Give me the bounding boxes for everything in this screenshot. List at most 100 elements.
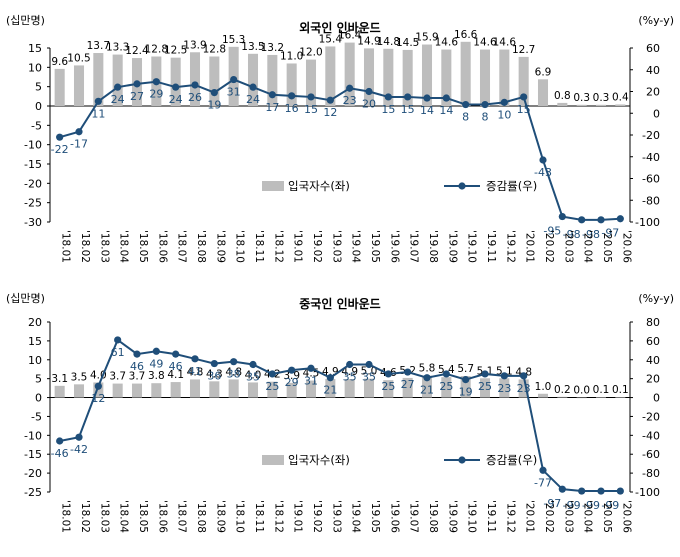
growth-rate-point (114, 336, 122, 344)
category-label: '19.04 (350, 230, 362, 263)
growth-rate-point (268, 370, 276, 378)
legend-bar-label: 입국자수(좌) (288, 453, 350, 467)
bar-label: 5.7 (457, 363, 474, 375)
line-label: 25 (439, 380, 453, 393)
right-tick-label: -20 (642, 410, 660, 423)
category-label: '20.06 (620, 500, 632, 533)
bar-label: 11.0 (280, 50, 303, 62)
left-tick-label: -5 (31, 119, 42, 132)
left-tick-label: -30 (24, 216, 42, 229)
bar-'19.04 (344, 379, 355, 398)
category-label: '19.10 (466, 230, 478, 263)
line-label: 29 (285, 376, 299, 389)
legend-line-label: 증감률(우) (486, 179, 537, 193)
growth-rate-point (404, 93, 412, 101)
bar-label: 5.0 (361, 366, 378, 378)
bar-'20.03 (557, 396, 568, 398)
bar-label: 15.3 (222, 34, 245, 46)
bar-label: 13.5 (241, 41, 264, 53)
line-label: -95 (543, 225, 561, 238)
bar-label: 9.6 (51, 56, 68, 68)
bar-label: 3.7 (109, 371, 126, 383)
bar-label: 14.8 (377, 36, 400, 48)
bar-label: 12.8 (203, 44, 226, 56)
bar-label: 13.2 (261, 42, 284, 54)
line-label: -97 (601, 227, 619, 240)
line-label: 14 (439, 104, 453, 117)
growth-rate-point (288, 92, 296, 100)
category-label: '20.01 (524, 500, 536, 533)
category-label: '19.11 (485, 230, 497, 263)
bar-'19.02 (305, 59, 317, 106)
bar-label: 14.5 (396, 37, 419, 49)
line-label: -77 (534, 476, 552, 489)
left-tick-label: -20 (24, 467, 42, 480)
bar-'18.09 (209, 56, 220, 106)
bar-'18.02 (73, 384, 85, 398)
category-label: '18.10 (234, 230, 246, 263)
right-axis-unit: (%y-y) (638, 14, 674, 27)
right-tick-label: -100 (635, 216, 660, 229)
bar-label: 12.4 (125, 45, 149, 57)
left-tick-label: 10 (28, 354, 42, 367)
line-label: -17 (70, 138, 88, 151)
growth-rate-point (481, 100, 489, 109)
line-label: 36 (207, 370, 221, 383)
left-tick-label: 10 (28, 61, 42, 74)
right-tick-label: -100 (635, 486, 660, 499)
growth-rate-point (578, 216, 586, 224)
growth-rate-point (423, 374, 431, 382)
line-label: 15 (517, 103, 531, 116)
bar-label: 3.5 (71, 371, 88, 383)
left-axis-unit: (십만명) (6, 14, 45, 27)
category-label: '19.12 (504, 500, 516, 533)
line-label: -99 (601, 499, 619, 512)
legend-bar-label: 입국자수(좌) (288, 179, 350, 193)
category-label: '18.08 (195, 500, 207, 533)
bar-label: 0.1 (593, 384, 610, 396)
bar-'19.06 (383, 380, 394, 398)
line-label: -46 (51, 447, 69, 460)
line-label: 12 (323, 106, 337, 119)
category-label: '20.05 (601, 500, 613, 533)
growth-rate-point (346, 84, 354, 92)
category-label: '20.06 (620, 230, 632, 263)
chart-2: 중국인 인바운드 (십만명) (%y-y) 20 15 10 5 0 -5 -10 -15 -20 -2… (6, 292, 674, 533)
growth-rate-point (520, 372, 528, 380)
right-tick-label: -40 (642, 429, 660, 442)
bar-label: 5.4 (438, 364, 455, 376)
bar-label: 4.9 (341, 366, 358, 378)
line-label: 35 (362, 371, 376, 384)
growth-rate-point (191, 355, 199, 363)
line-label: 23 (517, 382, 531, 395)
growth-rate-point (326, 374, 334, 382)
line-label: 10 (497, 108, 511, 121)
growth-rate-point (114, 83, 122, 91)
bar-'18.05 (131, 383, 143, 398)
line-label: -97 (543, 497, 561, 510)
bar-'18.11 (247, 53, 259, 106)
category-label: '18.10 (234, 500, 246, 533)
line-label: 17 (265, 101, 279, 114)
line-label: 26 (188, 91, 202, 104)
bar-'19.11 (479, 49, 491, 106)
line-label: 24 (246, 93, 260, 106)
bar-'19.06 (383, 48, 394, 106)
category-label: '18.02 (79, 230, 91, 263)
category-label: '19.06 (388, 500, 400, 533)
bar-'18.01 (54, 68, 65, 106)
bar-'19.05 (363, 378, 375, 398)
growth-rate-point (462, 376, 470, 384)
growth-rate-point (520, 93, 528, 101)
growth-rate-point (230, 358, 238, 366)
bar-'19.09 (441, 49, 452, 106)
category-label: '19.08 (427, 230, 439, 263)
growth-rate-point (423, 94, 431, 102)
category-label: '18.12 (272, 230, 284, 263)
bar-'18.03 (93, 382, 104, 398)
bar-'20.02 (537, 393, 549, 398)
line-label: 23 (497, 382, 511, 395)
right-tick-label: 40 (646, 64, 660, 77)
growth-rate-point (191, 81, 199, 89)
